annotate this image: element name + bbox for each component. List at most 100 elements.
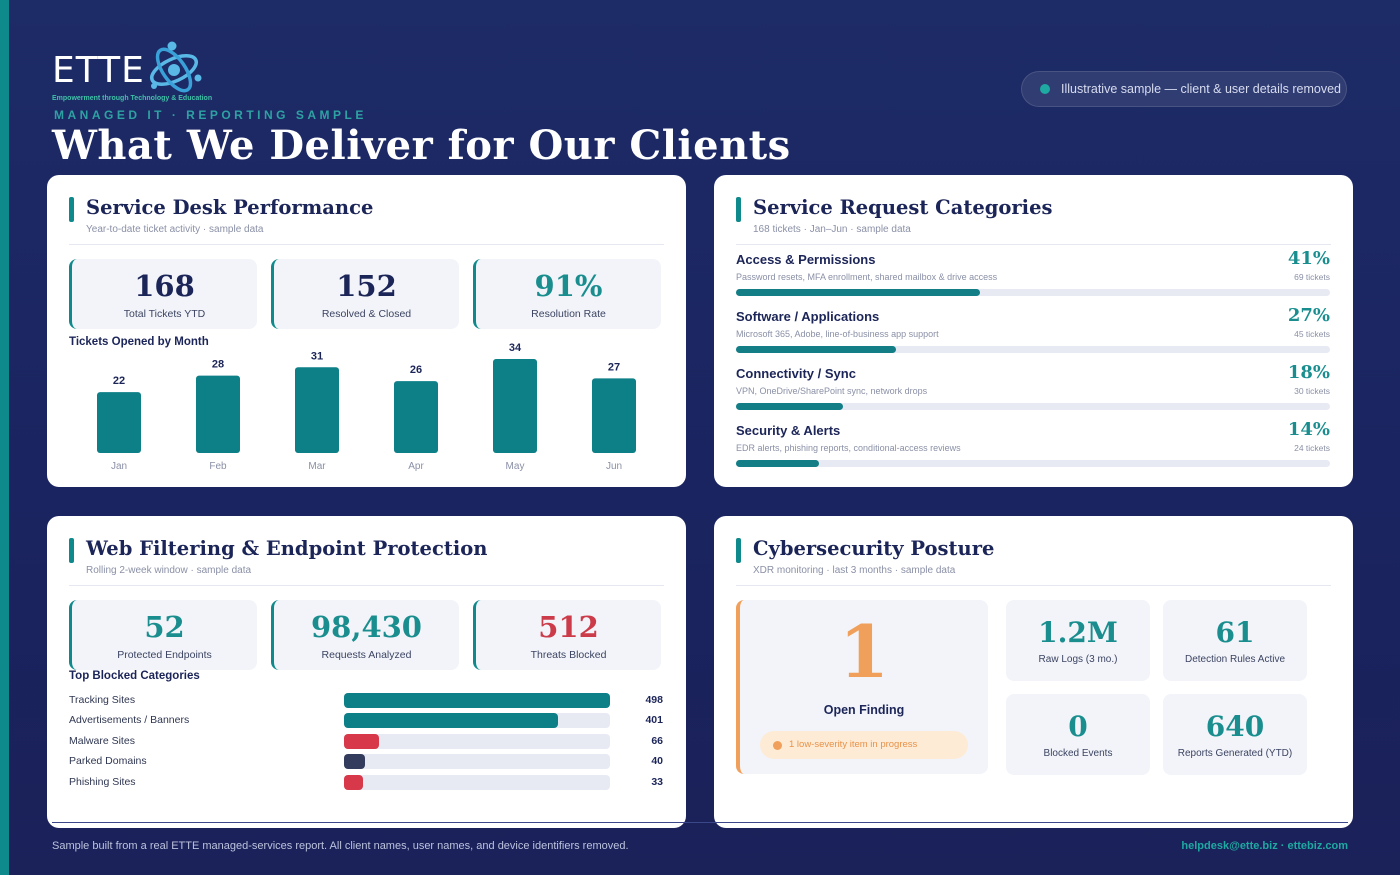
category-bar-track [736, 403, 1330, 410]
page-title: What We Deliver for Our Clients [52, 122, 791, 169]
footer-note: Sample built from a real ETTE managed-se… [52, 840, 629, 852]
data-label-jun: 27 [608, 361, 620, 373]
blocked-bar-fill [344, 713, 559, 728]
eyebrow-label: MANAGED IT · REPORTING SAMPLE [54, 108, 367, 122]
stat-reports-generated: 640 Reports Generated (YTD) [1163, 694, 1307, 775]
web-filtering-card: Web Filtering & Endpoint Protection Roll… [47, 516, 686, 828]
data-label-mar: 31 [311, 350, 323, 362]
open-finding-count: 1 [838, 609, 890, 694]
blocked-category-name: Parked Domains [69, 755, 147, 767]
category-name: Software / Applications [736, 309, 880, 324]
footer-divider [52, 822, 1348, 823]
status-dot-icon [773, 741, 782, 750]
stat-value: 91% [534, 269, 603, 303]
category-bar-track [736, 289, 1330, 296]
open-finding-tile: 1 Open Finding 1 low-severity item in pr… [736, 600, 988, 774]
tick-label-apr: Apr [408, 461, 424, 472]
ette-logo[interactable]: ETTE Empowerment through Technology & Ed… [52, 40, 212, 106]
blocked-bar-track [344, 754, 610, 769]
blocked-category-name: Advertisements / Banners [69, 714, 190, 726]
logo-wordmark: ETTE [52, 50, 145, 91]
blocked-category-row: Parked Domains 40 [69, 753, 663, 771]
blocked-categories-title: Top Blocked Categories [69, 670, 200, 682]
data-label-may: 34 [509, 342, 522, 354]
logo-tagline: Empowerment through Technology & Educati… [52, 95, 213, 102]
stat-label: Total Tickets YTD [123, 308, 206, 320]
tick-label-feb: Feb [209, 461, 227, 472]
bar-feb [196, 375, 240, 453]
stat-label: Blocked Events [1043, 748, 1113, 759]
data-label-feb: 28 [212, 359, 224, 371]
category-row: Security & Alerts EDR alerts, phishing r… [736, 419, 1330, 475]
finding-status-badge: 1 low-severity item in progress [760, 731, 968, 759]
category-description: Microsoft 365, Adobe, line-of-business a… [736, 329, 939, 339]
tick-label-jan: Jan [111, 461, 127, 472]
chart-title: Tickets Opened by Month [69, 336, 209, 348]
accent-bar [736, 197, 741, 222]
category-count: 69 tickets [1294, 272, 1330, 282]
category-description: EDR alerts, phishing reports, conditiona… [736, 443, 961, 453]
stat-detection-rules: 61 Detection Rules Active [1163, 600, 1307, 681]
blocked-bar-track [344, 775, 610, 790]
bar-jun [592, 378, 636, 453]
category-description: Password resets, MFA enrollment, shared … [736, 272, 998, 282]
blocked-category-count: 40 [651, 755, 663, 767]
blocked-bar-track [344, 693, 610, 708]
sample-notice-text: Illustrative sample — client & user deta… [1061, 82, 1341, 96]
category-percent: 14% [1287, 419, 1330, 440]
stat-protected-endpoints: 52 Protected Endpoints [69, 600, 257, 670]
bar-apr [394, 381, 438, 453]
category-row: Access & Permissions Password resets, MF… [736, 248, 1330, 304]
category-bar-track [736, 346, 1330, 353]
category-percent: 18% [1287, 362, 1330, 383]
blocked-category-row: Advertisements / Banners 401 [69, 712, 663, 730]
blocked-category-count: 498 [645, 694, 663, 706]
bar-mar [295, 367, 339, 453]
category-name: Access & Permissions [736, 252, 876, 267]
blocked-bar-track [344, 713, 610, 728]
card-subtitle: 168 tickets · Jan–Jun · sample data [753, 224, 911, 235]
blocked-bar-track [344, 734, 610, 749]
blocked-category-name: Malware Sites [69, 735, 135, 747]
category-percent: 27% [1287, 305, 1330, 326]
category-bar-fill [736, 403, 843, 410]
stat-threats-blocked: 512 Threats Blocked [473, 600, 661, 670]
stat-value: 0 [1068, 710, 1088, 743]
blocked-bar-fill [344, 754, 366, 769]
category-percent: 41% [1287, 248, 1330, 269]
stat-value: 168 [134, 269, 195, 303]
category-description: VPN, OneDrive/SharePoint sync, network d… [736, 386, 928, 396]
category-row: Software / Applications Microsoft 365, A… [736, 305, 1330, 361]
accent-bar [69, 197, 74, 222]
divider [736, 585, 1331, 586]
accent-bar [69, 538, 74, 563]
stat-total-tickets: 168 Total Tickets YTD [69, 259, 257, 329]
stat-label: Detection Rules Active [1184, 654, 1286, 665]
stat-raw-logs: 1.2M Raw Logs (3 mo.) [1006, 600, 1150, 681]
stat-resolution-rate: 91% Resolution Rate [473, 259, 661, 329]
atom-logo-icon [150, 41, 202, 93]
blocked-bar-fill [344, 693, 610, 708]
data-label-apr: 26 [410, 364, 422, 376]
stat-value: 640 [1205, 710, 1265, 743]
service-desk-card: Service Desk Performance Year-to-date ti… [47, 175, 686, 487]
category-bar-fill [736, 460, 820, 467]
tick-label-mar: Mar [308, 461, 326, 472]
tick-label-may: May [506, 461, 525, 472]
stat-label: Protected Endpoints [117, 649, 212, 661]
stat-label: Reports Generated (YTD) [1177, 748, 1293, 759]
category-count: 45 tickets [1294, 329, 1330, 339]
tickets-by-month-chart: 22 Jan 28 Feb 31 Mar 26 Apr 34 May 27 Jun [97, 342, 636, 472]
blocked-category-count: 33 [651, 776, 663, 788]
data-label-jan: 22 [113, 375, 125, 387]
footer-contact-link[interactable]: helpdesk@ette.biz · ettebiz.com [1181, 840, 1348, 852]
stat-label: Resolution Rate [531, 308, 606, 320]
bar-may [493, 359, 537, 453]
sample-notice-badge: Illustrative sample — client & user deta… [1021, 71, 1347, 107]
stat-value: 152 [336, 269, 397, 303]
blocked-category-count: 401 [645, 714, 663, 726]
blocked-category-row: Phishing Sites 33 [69, 774, 663, 792]
category-row: Connectivity / Sync VPN, OneDrive/ShareP… [736, 362, 1330, 418]
card-title: Cybersecurity Posture [753, 537, 995, 560]
category-bar-fill [736, 346, 897, 353]
